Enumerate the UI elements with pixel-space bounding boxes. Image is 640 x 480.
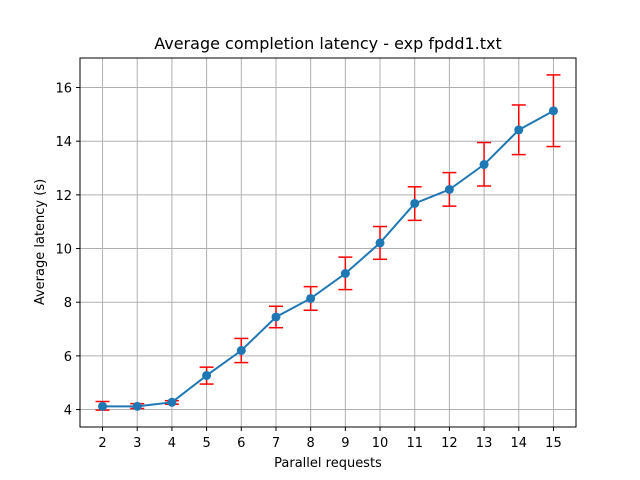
x-tick-label: 2: [98, 436, 106, 451]
x-tick-label: 5: [202, 436, 210, 451]
data-point: [202, 370, 212, 380]
x-tick-label: 6: [237, 436, 245, 451]
data-point: [167, 397, 177, 407]
series-line-group: [102, 109, 554, 408]
x-tick-label: 11: [406, 436, 423, 451]
plot-frame: [79, 57, 577, 428]
grid: [80, 58, 576, 427]
y-tick-label: 8: [64, 296, 72, 311]
data-point: [410, 198, 420, 208]
x-tick-label: 8: [307, 436, 315, 451]
data-point: [98, 401, 108, 411]
series-line: [102, 109, 554, 408]
x-tick-label: 7: [272, 436, 280, 451]
x-tick-label: 3: [133, 436, 141, 451]
data-point: [444, 184, 454, 194]
x-axis-label: Parallel requests: [274, 456, 382, 471]
data-point: [236, 346, 246, 356]
data-point: [340, 268, 350, 278]
x-tick-label: 10: [372, 436, 389, 451]
data-point: [132, 401, 142, 411]
axis-ticks: 2 3 4 5 6 7 8 9 10 11 12 13 14 15 4 6 8 10 12 14 16: [55, 82, 561, 451]
y-tick-label: 6: [64, 350, 72, 365]
x-tick-label: 13: [476, 436, 493, 451]
data-point: [514, 125, 524, 135]
data-point: [271, 312, 281, 322]
x-tick-label: 14: [510, 436, 527, 451]
error-bars: [95, 74, 561, 411]
y-tick-label: 4: [64, 404, 72, 419]
y-tick-label: 12: [55, 189, 72, 204]
x-tick-label: 15: [545, 436, 562, 451]
y-tick-label: 16: [55, 82, 72, 97]
x-tick-label: 12: [441, 436, 458, 451]
data-point: [548, 106, 558, 116]
chart-title: Average completion latency - exp fpdd1.t…: [154, 34, 502, 53]
data-point: [375, 238, 385, 248]
x-tick-label: 9: [341, 436, 349, 451]
data-point: [306, 293, 316, 303]
y-axis-label: Average latency (s): [33, 179, 48, 305]
data-point: [479, 160, 489, 170]
y-tick-label: 14: [55, 135, 72, 150]
x-tick-label: 4: [168, 436, 176, 451]
y-tick-label: 10: [55, 243, 72, 258]
data-points: [98, 106, 558, 411]
